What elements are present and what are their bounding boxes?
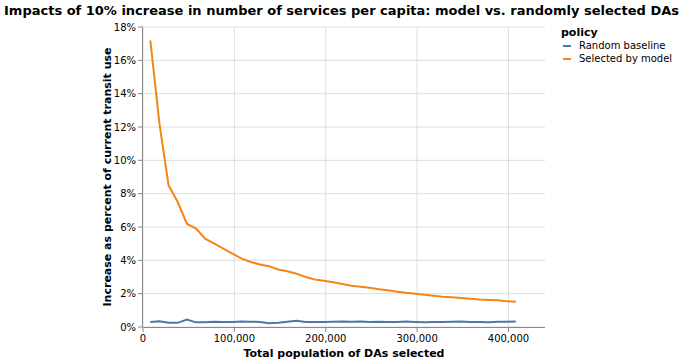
x-tick-label: 100,000: [214, 333, 255, 344]
legend-symbol: [563, 45, 571, 47]
x-tick-label: 400,000: [488, 333, 529, 344]
y-grid: [143, 27, 545, 28]
y-tick: [138, 193, 143, 194]
y-tick: [138, 27, 143, 28]
y-tick-label: 6%: [120, 222, 136, 233]
y-tick: [138, 227, 143, 228]
legend-label: Random baseline: [579, 40, 665, 51]
x-grid: [417, 27, 418, 327]
y-tick-label: 0%: [120, 322, 136, 333]
y-grid: [143, 227, 545, 228]
series-line: [150, 320, 515, 324]
x-tick-label: 0: [140, 333, 146, 344]
x-tick: [234, 327, 235, 332]
y-tick-label: 16%: [114, 55, 136, 66]
y-grid: [143, 293, 545, 294]
x-grid: [234, 27, 235, 327]
x-axis: [143, 327, 545, 328]
y-tick-label: 2%: [120, 288, 136, 299]
y-tick: [138, 327, 143, 328]
series-line: [150, 40, 515, 301]
x-grid: [143, 27, 144, 327]
y-grid: [143, 260, 545, 261]
y-tick-label: 14%: [114, 88, 136, 99]
x-label: Total population of DAs selected: [243, 347, 444, 360]
x-tick: [325, 327, 326, 332]
y-tick-label: 10%: [114, 155, 136, 166]
x-tick: [508, 327, 509, 332]
x-tick-label: 200,000: [305, 333, 346, 344]
y-tick-label: 8%: [120, 188, 136, 199]
chart: 0 100,000 200,000 300,000 400,000 0% 2% 4% 6% 8% 1…: [0, 0, 690, 364]
x-tick: [143, 327, 144, 332]
x-grid: [508, 27, 509, 327]
y-grid: [143, 127, 545, 128]
y-tick: [138, 293, 143, 294]
y-tick: [138, 127, 143, 128]
legend-title: policy: [561, 26, 598, 39]
y-tick: [138, 93, 143, 94]
y-grid: [143, 93, 545, 94]
y-grid: [143, 327, 545, 328]
y-tick-label: 4%: [120, 255, 136, 266]
y-tick-label: 12%: [114, 122, 136, 133]
plot-area: [150, 40, 515, 323]
legend-symbol: [563, 58, 571, 60]
y-label: Increase as percent of current transit u…: [101, 48, 114, 307]
y-grid: [143, 160, 545, 161]
x-tick: [417, 327, 418, 332]
x-tick-label: 300,000: [396, 333, 437, 344]
y-axis: [142, 27, 143, 327]
y-tick: [138, 60, 143, 61]
legend-label: Selected by model: [579, 53, 672, 64]
title: Impacts of 10% increase in number of ser…: [4, 3, 679, 18]
y-grid: [143, 60, 545, 61]
y-tick-label: 18%: [114, 22, 136, 33]
y-tick: [138, 260, 143, 261]
y-tick: [138, 160, 143, 161]
y-grid: [143, 193, 545, 194]
